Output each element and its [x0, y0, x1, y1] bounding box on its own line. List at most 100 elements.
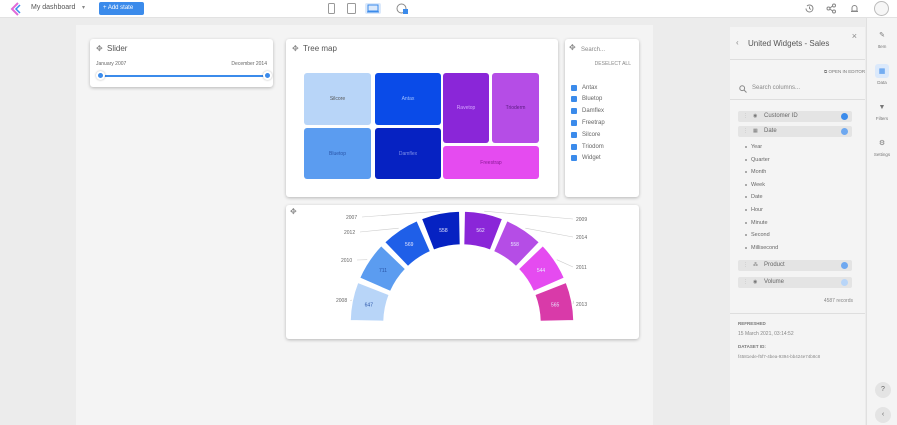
arc-category-label: 2010 [341, 258, 352, 264]
arc-segment-2010[interactable] [358, 244, 407, 293]
arc-segment-2008[interactable] [349, 281, 391, 323]
date-part-hour[interactable]: Hour [745, 207, 763, 213]
hierarchy-icon: ⁂ [753, 262, 758, 268]
date-part-year[interactable]: Year [744, 144, 763, 150]
calendar-icon: ▦ [753, 128, 758, 134]
column-date[interactable]: ⋮ ▦ Date [738, 126, 852, 137]
checkbox[interactable] [571, 155, 577, 162]
treemap-tile-silcore[interactable]: Silcore [304, 73, 371, 125]
rail-item-data[interactable]: ▦ Data [871, 64, 893, 85]
checkbox[interactable] [571, 119, 577, 126]
filter-search-input[interactable]: Search... [581, 47, 606, 53]
drag-handle-icon: ⋮ [743, 113, 748, 119]
collapse-icon[interactable]: ‹ [875, 407, 891, 423]
arc-value-label: 711 [379, 268, 387, 274]
panel-title: United Widgets - Sales [748, 39, 830, 48]
history-icon[interactable] [804, 3, 815, 14]
filter-item-freetrap[interactable]: Freetrap [571, 118, 605, 127]
checkbox[interactable] [571, 108, 577, 115]
filter-item-silcore[interactable]: Silcore [571, 130, 600, 139]
user-avatar[interactable] [874, 1, 889, 16]
filter-icon: ▼ [878, 103, 886, 111]
filter-item-bluetop[interactable]: Bluetop [571, 95, 602, 104]
search-icon [739, 85, 747, 93]
arc-leader-line [556, 259, 574, 268]
filter-item-triodom[interactable]: Triodom [571, 142, 604, 151]
right-rail: ✎ Item ▦ Data ▼ Filters ⚙ Settings ? ‹ [866, 18, 897, 425]
checkbox[interactable] [571, 131, 577, 138]
slider-handle-end[interactable] [263, 71, 272, 80]
rail-item-filters[interactable]: ▼ Filters [871, 100, 893, 122]
deselect-all-button[interactable]: DESELECT ALL [594, 61, 631, 67]
slider-end-label: December 2014 [231, 61, 267, 67]
help-icon[interactable]: ? [875, 382, 891, 398]
globe-icon[interactable] [396, 3, 408, 14]
column-volume[interactable]: ⋮ ◉ Volume [738, 277, 852, 288]
arc-segment-2009[interactable] [462, 210, 504, 252]
date-part-minute[interactable]: Minute [745, 219, 768, 226]
close-icon[interactable]: × [851, 31, 857, 41]
treemap-tile-damflex[interactable]: Damflex [375, 128, 441, 179]
bell-icon[interactable] [849, 3, 860, 14]
treemap-tile-trioderm[interactable]: Trioderm [492, 73, 539, 143]
treemap-tile-antax[interactable]: Antax [375, 73, 441, 125]
checkbox[interactable] [571, 84, 577, 91]
drag-handle-icon: ⋮ [743, 279, 748, 285]
move-icon[interactable]: ✥ [96, 44, 103, 53]
arc-segment-2012[interactable] [383, 219, 432, 268]
top-bar: My dashboard ▾ + Add state [0, 0, 897, 18]
arc-leader-line [359, 227, 399, 233]
date-part-quarter[interactable]: Quarter [745, 156, 770, 163]
filter-item-widget[interactable]: Widget [571, 154, 601, 163]
share-icon[interactable] [826, 3, 837, 14]
app-logo-icon[interactable] [8, 2, 22, 16]
arc-segment-2011[interactable] [517, 244, 566, 293]
date-part-date[interactable]: Date [745, 194, 763, 201]
treemap-tile-freestrap[interactable]: Freestrap [443, 146, 539, 179]
treemap-tile-bluetop[interactable]: Bluetop [304, 128, 371, 179]
search-columns-input[interactable]: Search columns... [752, 85, 801, 91]
date-part-millisecond[interactable]: Millisecond [744, 244, 779, 251]
date-part-second[interactable]: Second [745, 232, 770, 239]
move-icon[interactable]: ✥ [292, 44, 299, 53]
move-icon[interactable]: ✥ [290, 207, 297, 216]
arc-segment-2013[interactable] [533, 281, 575, 323]
slider-track[interactable] [100, 75, 268, 77]
treemap-tile-ravetop[interactable]: Ravetop [443, 73, 489, 143]
arc-category-label: 2011 [576, 265, 587, 271]
rail-item-item[interactable]: ✎ Item [871, 28, 893, 49]
dataset-id-value: f4581ede-f5f7-4bea-9394-bb424e74b8c8 [738, 354, 821, 359]
filter-item-damflex[interactable]: Damflex [571, 107, 604, 116]
date-part-week[interactable]: Week [745, 181, 765, 188]
tablet-icon[interactable] [347, 3, 356, 14]
refreshed-label: REFRESHED [738, 321, 766, 326]
arc-leader-line [350, 299, 353, 302]
arc-category-label: 2008 [336, 298, 347, 304]
dashboard-name[interactable]: My dashboard [31, 4, 76, 11]
move-icon[interactable]: ✥ [569, 43, 576, 52]
checkbox[interactable] [571, 143, 577, 150]
refreshed-value: 15 March 2021, 03:14:52 [738, 331, 794, 337]
column-product[interactable]: ⋮ ⁂ Product [738, 260, 852, 271]
filter-item-antax[interactable]: Antax [571, 83, 597, 92]
record-count: 4587 records [823, 298, 853, 304]
dimension-icon: ◉ [753, 113, 758, 119]
arc-segment-2014[interactable] [492, 219, 541, 268]
chevron-down-icon[interactable]: ▾ [82, 5, 86, 11]
slider-handle-start[interactable] [96, 71, 105, 80]
arc-segment-2007[interactable] [420, 210, 462, 252]
rail-item-settings[interactable]: ⚙ Settings [871, 136, 893, 157]
chevron-left-icon[interactable]: ‹ [736, 38, 739, 47]
column-customer-id[interactable]: ⋮ ◉ Customer ID [738, 111, 852, 122]
add-state-button[interactable]: + Add state [99, 2, 144, 15]
arc-value-label: 565 [551, 302, 560, 308]
date-part-month[interactable]: Month [744, 169, 767, 176]
desktop-icon[interactable] [365, 3, 381, 14]
arc-leader-line [361, 210, 440, 218]
arc-leader-line [484, 210, 574, 220]
treemap-widget: ✥ Tree map Silcore Antax Bluetop Damflex Rav… [286, 39, 558, 197]
open-in-editor-button[interactable]: ⧉ OPEN IN EDITOR [824, 69, 866, 74]
slider-widget: ✥ Slider January 2007 December 2014 [90, 39, 273, 87]
checkbox[interactable] [571, 96, 577, 103]
mobile-icon[interactable] [328, 3, 335, 14]
